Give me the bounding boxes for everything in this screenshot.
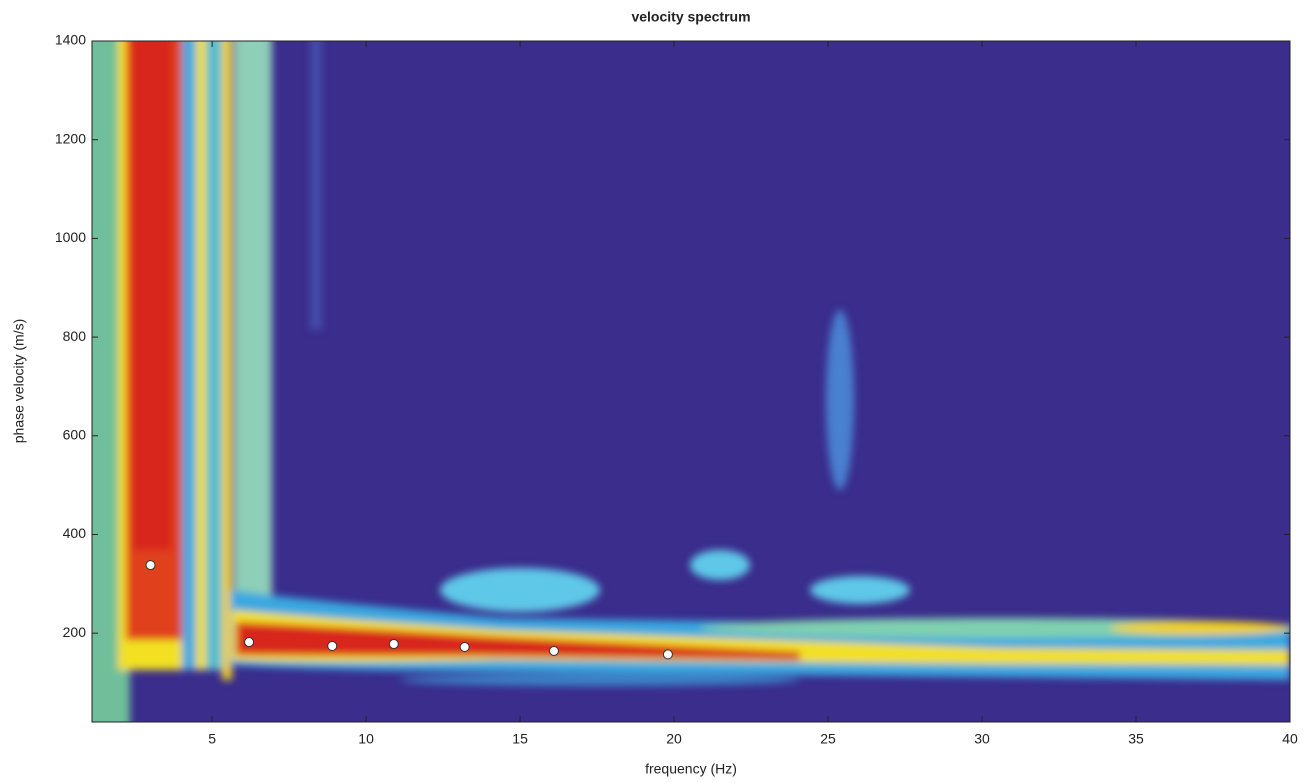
y-tick-label: 1200 [55, 130, 86, 146]
x-tick-label: 20 [666, 731, 682, 747]
point [388, 639, 399, 650]
y-tick-label: 1400 [55, 32, 86, 48]
x-tick-label: 25 [820, 731, 836, 747]
point [459, 641, 470, 652]
point [244, 637, 255, 648]
point [662, 649, 673, 660]
y-axis-label: phase velocity (m/s) [11, 319, 27, 443]
y-tick-label: 400 [63, 525, 87, 541]
spectrum-background [92, 41, 1290, 722]
x-tick-label: 40 [1282, 731, 1298, 747]
y-tick-label: 200 [63, 624, 87, 640]
x-tick-label: 10 [358, 731, 374, 747]
x-axis-label: frequency (Hz) [645, 761, 737, 777]
x-tick-label: 30 [974, 731, 990, 747]
point [145, 560, 156, 571]
x-tick-label: 35 [1128, 731, 1144, 747]
plot-frame [91, 40, 1291, 723]
y-tick-label: 800 [63, 328, 87, 344]
x-tick-label: 5 [208, 731, 216, 747]
point [548, 645, 559, 656]
y-tick-label: 1000 [55, 229, 86, 245]
chart-title: velocity spectrum [631, 9, 750, 25]
x-tick-label: 15 [512, 731, 528, 747]
point [327, 641, 338, 652]
y-tick-label: 600 [63, 426, 87, 442]
